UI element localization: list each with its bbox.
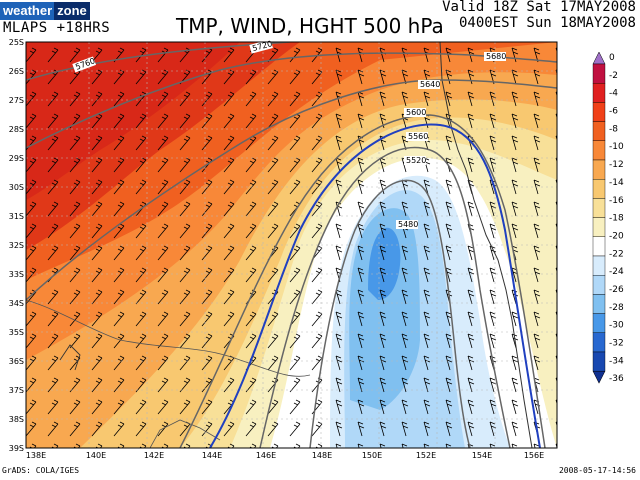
colorbar-label: -16 [609,196,624,206]
lon-label: 156E [524,451,544,460]
colorbar-label: -20 [609,231,624,241]
colorbar-label: -12 [609,160,624,170]
lon-label: 152E [416,451,436,460]
contour-label-5600: 5600 [406,108,426,117]
colorbar-swatch [592,275,606,295]
lat-label: 27S [9,96,24,105]
contour-label-5480: 5480 [398,220,418,229]
colorbar-label: -32 [609,339,624,349]
lon-label: 144E [202,451,222,460]
chart-title: TMP, WIND, HGHT 500 hPa [176,14,444,38]
lon-label: 146E [256,451,276,460]
colorbar-label: -26 [609,285,624,295]
colorbar-swatch [592,351,606,372]
colorbar-swatch [592,294,606,314]
logo-weather-text: weather [0,2,55,20]
lat-label: 39S [9,444,24,453]
weatherzone-logo: weather zone [0,2,100,20]
logo-zone-text: zone [54,2,90,20]
colorbar-top-arrow [592,51,606,65]
map-frame [25,41,558,449]
colorbar-label: -24 [609,267,624,277]
colorbar-label: -10 [609,142,624,152]
lat-label: 28S [9,125,24,134]
colorbar-label: -6 [609,107,618,117]
lat-label: 35S [9,328,24,337]
colorbar-swatch [592,82,606,103]
model-run-label: MLAPS +18HRS [3,20,111,36]
lon-label: 138E [26,451,46,460]
lat-label: 25S [9,38,24,47]
colorbar-swatch [592,121,606,141]
lat-label: 32S [9,241,24,250]
colorbar-label: -18 [609,214,624,224]
colorbar-label: -28 [609,303,624,313]
lon-label: 150E [362,451,382,460]
temperature-colorbar: 0 -2 -4 -6 -8 -10 -12 -14 -16 -18 -20 -22 -24 -26 -28 -… [592,51,624,384]
latitude-labels: 25S 26S 27S 28S 29S 30S 31S 32S 33S 34S … [9,38,24,453]
colorbar-label: -30 [609,321,624,331]
lat-label: 29S [9,154,24,163]
lat-label: 26S [9,67,24,76]
lat-label: 30S [9,183,24,192]
colorbar-label: -36 [609,374,624,384]
valid-time-local: 0400EST Sun 18MAY2008 [458,15,636,31]
contour-labels: 5760 5720 5680 5640 5600 5560 5520 5480 [72,39,506,229]
freezing-level-contour [209,123,541,448]
colorbar-label: -34 [609,356,624,366]
colorbar-label: -22 [609,249,624,259]
lon-label: 154E [472,451,492,460]
lat-label: 38S [9,415,24,424]
lat-label: 34S [9,299,24,308]
longitude-labels: 138E 140E 142E 144E 146E 148E 150E 152E … [26,451,544,460]
colorbar-label: -4 [609,89,618,99]
colorbar-swatch [592,255,606,276]
colorbar-label: 0 [609,53,615,63]
colorbar-swatch [592,313,606,334]
colorbar-swatch [592,178,606,199]
lat-label: 36S [9,357,24,366]
colorbar-swatch [592,159,606,180]
lat-label: 33S [9,270,24,279]
lat-label: 37S [9,386,24,395]
contour-label-5640: 5640 [420,80,440,89]
grads-credit: GrADS: COLA/IGES [2,466,80,475]
lat-label: 31S [9,212,24,221]
colorbar-swatch [592,198,606,218]
lon-label: 148E [312,451,332,460]
contour-label-5680: 5680 [486,52,506,61]
valid-time: Valid 18Z Sat 17MAY2008 0400EST Sun 18MA… [442,0,636,31]
contour-label-5520: 5520 [406,156,426,165]
lon-label: 142E [144,451,164,460]
colorbar-swatch [592,332,606,353]
colorbar-swatch [592,217,606,238]
colorbar-label: -14 [609,178,624,188]
colorbar-label: -2 [609,71,618,81]
colorbar-swatch [592,102,606,122]
colorbar-swatch [592,140,606,161]
colorbar-swatch [592,63,606,84]
coastline-and-borders [26,42,533,448]
generation-timestamp: 2008-05-17-14:56 [558,466,636,475]
colorbar-bottom-arrow [592,370,606,384]
colorbar-label: -8 [609,124,618,134]
valid-time-utc: Valid 18Z Sat 17MAY2008 [442,0,636,15]
colorbar-swatch [592,236,606,257]
lon-label: 140E [86,451,106,460]
contour-label-5560: 5560 [408,132,428,141]
